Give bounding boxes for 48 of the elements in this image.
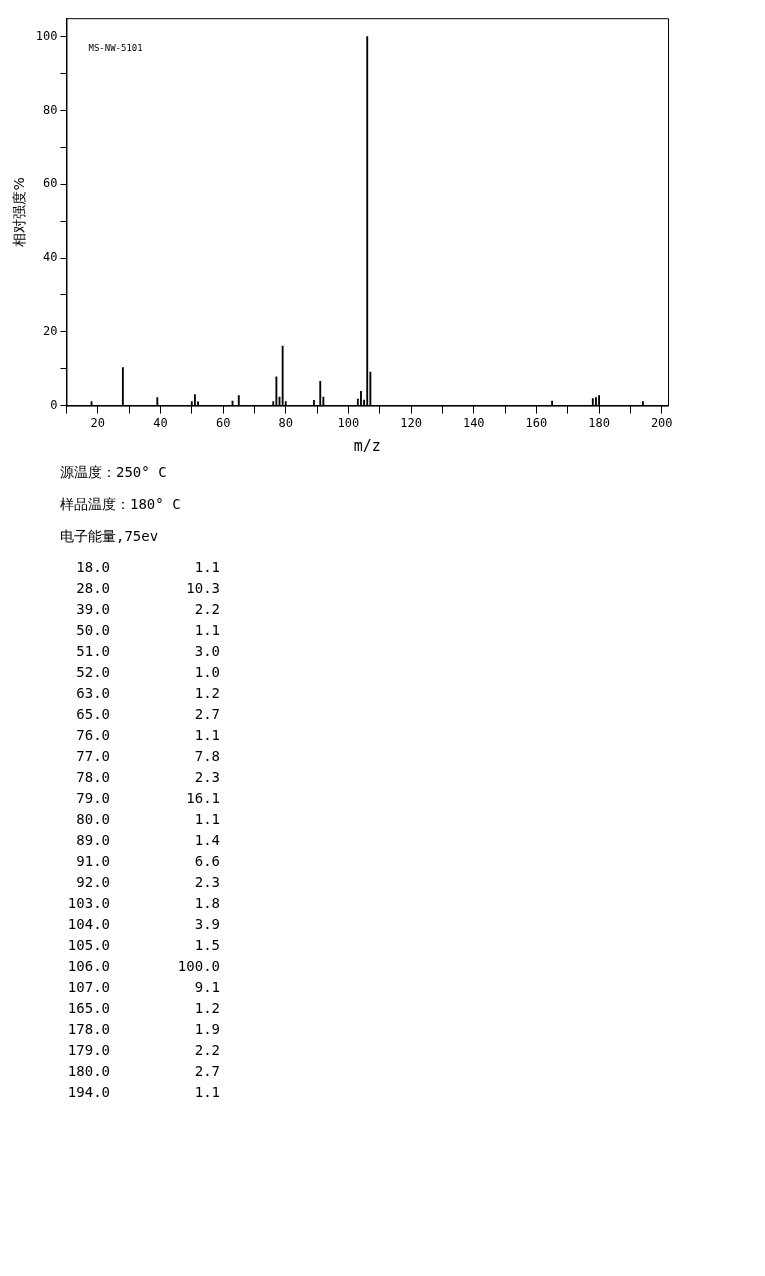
- x-tick-label: 20: [90, 415, 106, 430]
- text: 104.0 3.9: [67, 915, 220, 932]
- text: 79.0 16.1: [76, 789, 220, 806]
- text: 105.0 1.5: [67, 936, 220, 953]
- annotation: MS-NW-5101: [88, 43, 143, 54]
- text: 18.0 1.1: [76, 558, 220, 575]
- x-axis-title: m/z: [353, 436, 381, 455]
- text: 51.0 3.0: [76, 642, 220, 659]
- text: 样品温度：180° C: [60, 495, 182, 514]
- text: 78.0 2.3: [76, 768, 220, 785]
- x-tick-label: 100: [337, 415, 360, 430]
- x-tick-label: 120: [400, 415, 422, 430]
- x-tick-label: 160: [525, 415, 548, 430]
- x-tick-label: 180: [588, 415, 610, 430]
- x-tick-label: 80: [278, 415, 294, 430]
- text: 电子能量,75ev: [60, 527, 160, 546]
- text: 103.0 1.8: [67, 894, 220, 911]
- text: 39.0 2.2: [76, 600, 220, 617]
- y-tick-label: 20: [43, 323, 58, 338]
- text: 52.0 1.0: [76, 663, 220, 680]
- y-tick-label: 60: [43, 176, 58, 191]
- y-tick-label: 40: [43, 250, 58, 265]
- text: 89.0 1.4: [76, 831, 220, 848]
- y-tick-label: 0: [50, 397, 58, 412]
- text: 194.0 1.1: [67, 1083, 220, 1100]
- text: 106.0 100.0: [67, 957, 220, 974]
- text: 源温度：250° C: [60, 463, 168, 482]
- x-tick-label: 40: [153, 415, 168, 430]
- text: 28.0 10.3: [76, 579, 220, 596]
- text: 50.0 1.1: [76, 621, 220, 638]
- text: 92.0 2.3: [76, 873, 220, 890]
- x-tick-label: 140: [462, 415, 485, 430]
- text: 107.0 9.1: [67, 978, 220, 995]
- y-axis-title: 相对强度%: [11, 177, 28, 247]
- y-tick-label: 100: [35, 28, 58, 43]
- text: 91.0 6.6: [76, 852, 220, 869]
- text: 178.0 1.9: [67, 1020, 220, 1037]
- x-tick-label: 60: [215, 415, 231, 430]
- text: 165.0 1.2: [67, 999, 220, 1016]
- text: 80.0 1.1: [76, 810, 220, 827]
- text: 77.0 7.8: [76, 747, 220, 764]
- text: 179.0 2.2: [67, 1041, 220, 1058]
- text: 63.0 1.2: [76, 684, 220, 701]
- y-tick-label: 80: [43, 102, 58, 117]
- text: 76.0 1.1: [76, 726, 220, 743]
- x-tick-label: 200: [650, 415, 673, 430]
- text: 65.0 2.7: [76, 705, 220, 722]
- text: 180.0 2.7: [67, 1062, 220, 1079]
